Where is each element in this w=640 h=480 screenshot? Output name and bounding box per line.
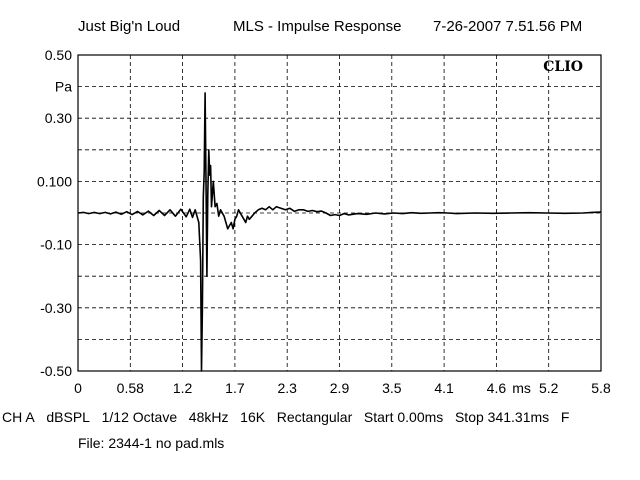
y-tick-label: -0.10 (40, 237, 72, 253)
settings-item: 48kHz (188, 409, 229, 425)
x-axis-ticks: 0 0.58 1.2 1.7 2.3 2.9 3.5 4.1 4.6 5.2 5.8 (74, 380, 611, 396)
header-left-title: Just Big'n Loud (78, 18, 181, 35)
x-tick-label: 2.3 (277, 380, 297, 396)
clio-logo: CLIO (543, 59, 583, 75)
settings-item: Start 0.00ms (363, 409, 444, 425)
settings-item: CH A (2, 409, 35, 425)
y-tick-label: Pa (55, 79, 72, 95)
y-tick-label: 0.50 (45, 47, 72, 63)
y-axis-ticks: 0.50 Pa 0.30 0.100 -0.10 -0.30 -0.50 (37, 47, 72, 379)
x-tick-label: 5.2 (539, 380, 559, 396)
header-timestamp: 7-26-2007 7.51.56 PM (433, 18, 583, 35)
settings-item: F (560, 409, 570, 425)
x-tick-label: 4.6 (487, 380, 507, 396)
file-name-label: File: 2344-1 no pad.mls (78, 435, 225, 451)
x-tick-label: 1.2 (173, 380, 193, 396)
measurement-settings-line: CH A dBSPL 1/12 Octave 48kHz 16K Rectang… (2, 409, 640, 425)
y-tick-label: 0.100 (37, 173, 72, 189)
settings-item: dBSPL (46, 409, 90, 425)
x-tick-label: 2.9 (330, 380, 350, 396)
x-tick-label: 3.5 (382, 380, 402, 396)
settings-item: 1/12 Octave (101, 409, 178, 425)
x-tick-label: 5.8 (591, 380, 611, 396)
x-tick-label: 4.1 (434, 380, 454, 396)
settings-item: 16K (240, 409, 266, 425)
x-tick-label: 0 (74, 380, 82, 396)
x-tick-label: 0.58 (117, 380, 144, 396)
settings-item: Rectangular (276, 409, 353, 425)
y-tick-label: 0.30 (45, 110, 72, 126)
header-center-title: MLS - Impulse Response (233, 18, 402, 35)
x-tick-label: 1.7 (225, 380, 245, 396)
impulse-series-line (77, 92, 602, 372)
settings-item: Stop 341.31ms (454, 409, 550, 425)
y-tick-label: -0.50 (40, 363, 72, 379)
x-axis-unit-label: ms (512, 380, 531, 396)
y-tick-label: -0.30 (40, 300, 72, 316)
